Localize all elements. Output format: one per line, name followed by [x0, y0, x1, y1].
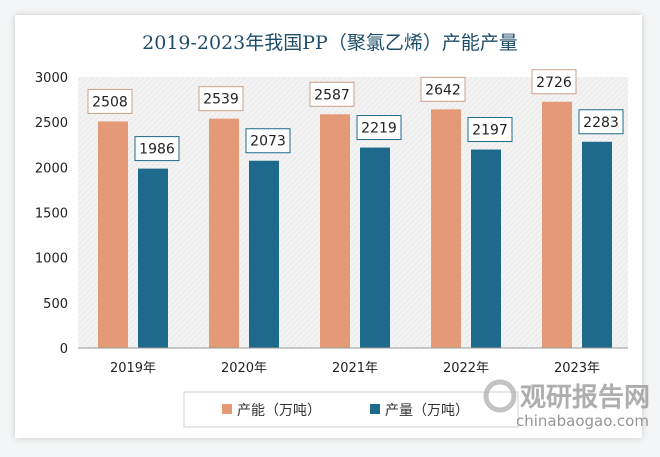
data-label: 2073	[250, 134, 286, 150]
bar-output	[471, 149, 501, 348]
data-label-box	[245, 128, 291, 154]
watermark-brand: 观研报告网	[520, 382, 650, 413]
bar-capacity	[542, 101, 572, 348]
legend-label-capacity: 产能（万吨）	[237, 403, 321, 419]
plot-area	[78, 77, 628, 348]
bar-capacity	[320, 114, 350, 348]
y-tick-label: 1500	[35, 207, 68, 222]
watermark: 观研报告网 chinabaogao.com	[483, 379, 650, 430]
data-label: 2587	[314, 87, 350, 103]
data-label: 2539	[203, 92, 239, 108]
data-label-box	[87, 88, 133, 114]
bar-output	[360, 147, 390, 348]
y-tick-label: 0	[60, 342, 68, 357]
data-label: 1986	[139, 142, 175, 158]
bar-output	[138, 168, 168, 348]
data-label-box	[420, 76, 466, 102]
x-tick-label: 2021年	[332, 361, 378, 376]
y-tick-label: 500	[43, 297, 68, 312]
data-label-box	[134, 136, 180, 162]
chart-title: 2019-2023年我国PP（聚氯乙烯）产能产量	[142, 32, 518, 54]
data-label-box	[198, 86, 244, 112]
y-tick-label: 3000	[35, 71, 68, 86]
data-label: 2197	[472, 123, 508, 139]
x-tick-label: 2023年	[554, 361, 600, 376]
data-label-box	[356, 115, 402, 141]
watermark-logo-icon	[483, 379, 517, 413]
bar-capacity	[431, 109, 461, 349]
data-label: 2219	[361, 121, 397, 137]
y-tick-label: 2000	[35, 161, 68, 176]
legend-swatch-capacity	[222, 404, 232, 414]
legend-label-output: 产量（万吨）	[385, 403, 469, 419]
data-label-box	[531, 69, 577, 95]
x-tick-label: 2022年	[443, 361, 489, 376]
data-label: 2642	[425, 82, 461, 98]
data-label-box	[578, 109, 624, 135]
bar-capacity	[209, 118, 239, 348]
y-tick-label: 2500	[35, 116, 68, 131]
x-tick-label: 2020年	[221, 361, 267, 376]
watermark-site: chinabaogao.com	[516, 412, 649, 430]
data-label-box	[467, 117, 513, 143]
data-label-box	[309, 81, 355, 107]
bar-output	[249, 160, 279, 348]
y-tick-label: 1000	[35, 252, 68, 267]
data-label: 2508	[92, 94, 128, 110]
legend-swatch-output	[370, 404, 380, 414]
bar-capacity	[98, 121, 128, 348]
bar-output	[582, 141, 612, 348]
x-tick-label: 2019年	[110, 361, 156, 376]
data-label: 2283	[583, 115, 619, 131]
data-label: 2726	[536, 75, 572, 91]
legend	[183, 391, 519, 428]
